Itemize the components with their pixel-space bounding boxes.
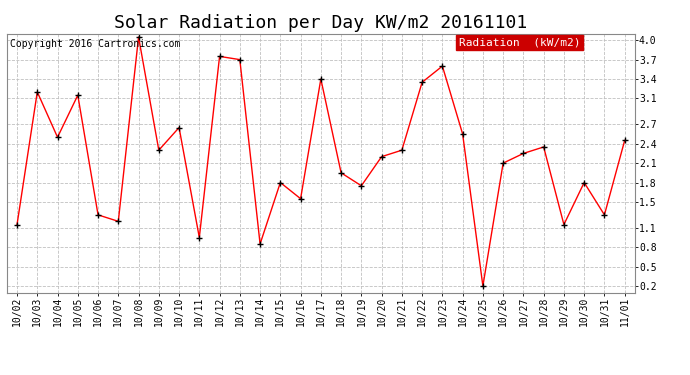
Title: Solar Radiation per Day KW/m2 20161101: Solar Radiation per Day KW/m2 20161101: [115, 14, 527, 32]
Text: Copyright 2016 Cartronics.com: Copyright 2016 Cartronics.com: [10, 39, 180, 49]
Text: Radiation  (kW/m2): Radiation (kW/m2): [459, 38, 580, 48]
